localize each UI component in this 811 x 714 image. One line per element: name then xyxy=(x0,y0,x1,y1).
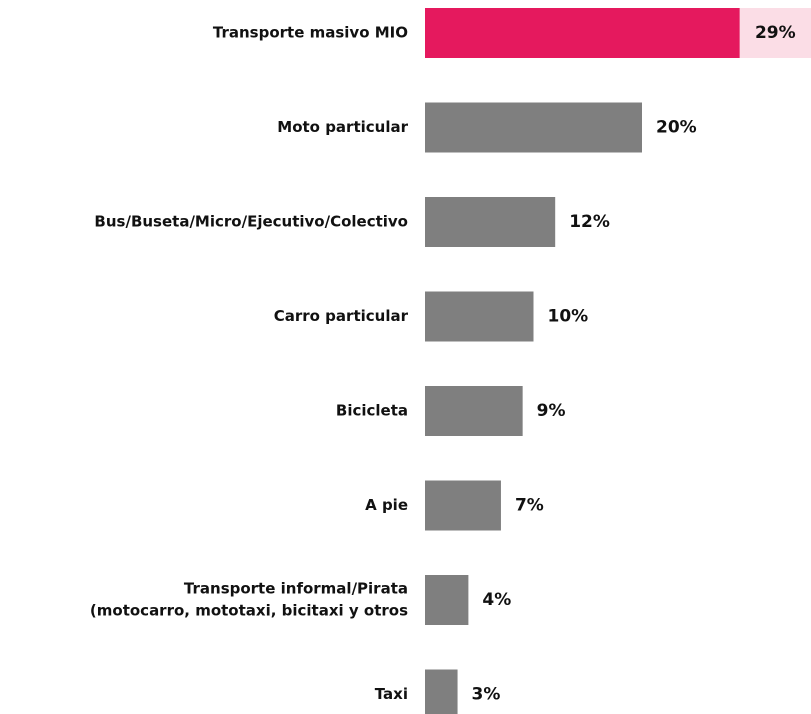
category-label: Moto particular xyxy=(277,118,408,136)
value-label: 29% xyxy=(755,23,796,43)
bar xyxy=(425,8,740,58)
category-label: (motocarro, mototaxi, bicitaxi y otros xyxy=(90,602,408,620)
bar xyxy=(425,102,642,153)
category-label: Transporte informal/Pirata xyxy=(184,580,408,598)
bar xyxy=(425,575,469,625)
value-label: 20% xyxy=(656,118,697,138)
bar xyxy=(425,386,523,436)
value-label: 10% xyxy=(548,307,589,327)
category-label: Bicicleta xyxy=(336,402,408,420)
category-label: Bus/Buseta/Micro/Ejecutivo/Colectivo xyxy=(94,213,408,231)
value-label: 4% xyxy=(482,590,511,610)
value-label: 9% xyxy=(537,401,566,421)
bar xyxy=(425,291,534,342)
category-label: Carro particular xyxy=(274,307,409,325)
bar xyxy=(425,197,556,247)
category-label: A pie xyxy=(365,496,408,514)
category-label: Transporte masivo MIO xyxy=(213,24,408,42)
bar xyxy=(425,669,458,714)
bar xyxy=(425,480,501,531)
value-label: 7% xyxy=(515,496,544,516)
label-backdrop xyxy=(739,8,811,58)
value-label: 3% xyxy=(472,685,501,705)
category-label: Taxi xyxy=(375,685,408,703)
value-label: 12% xyxy=(569,212,610,232)
